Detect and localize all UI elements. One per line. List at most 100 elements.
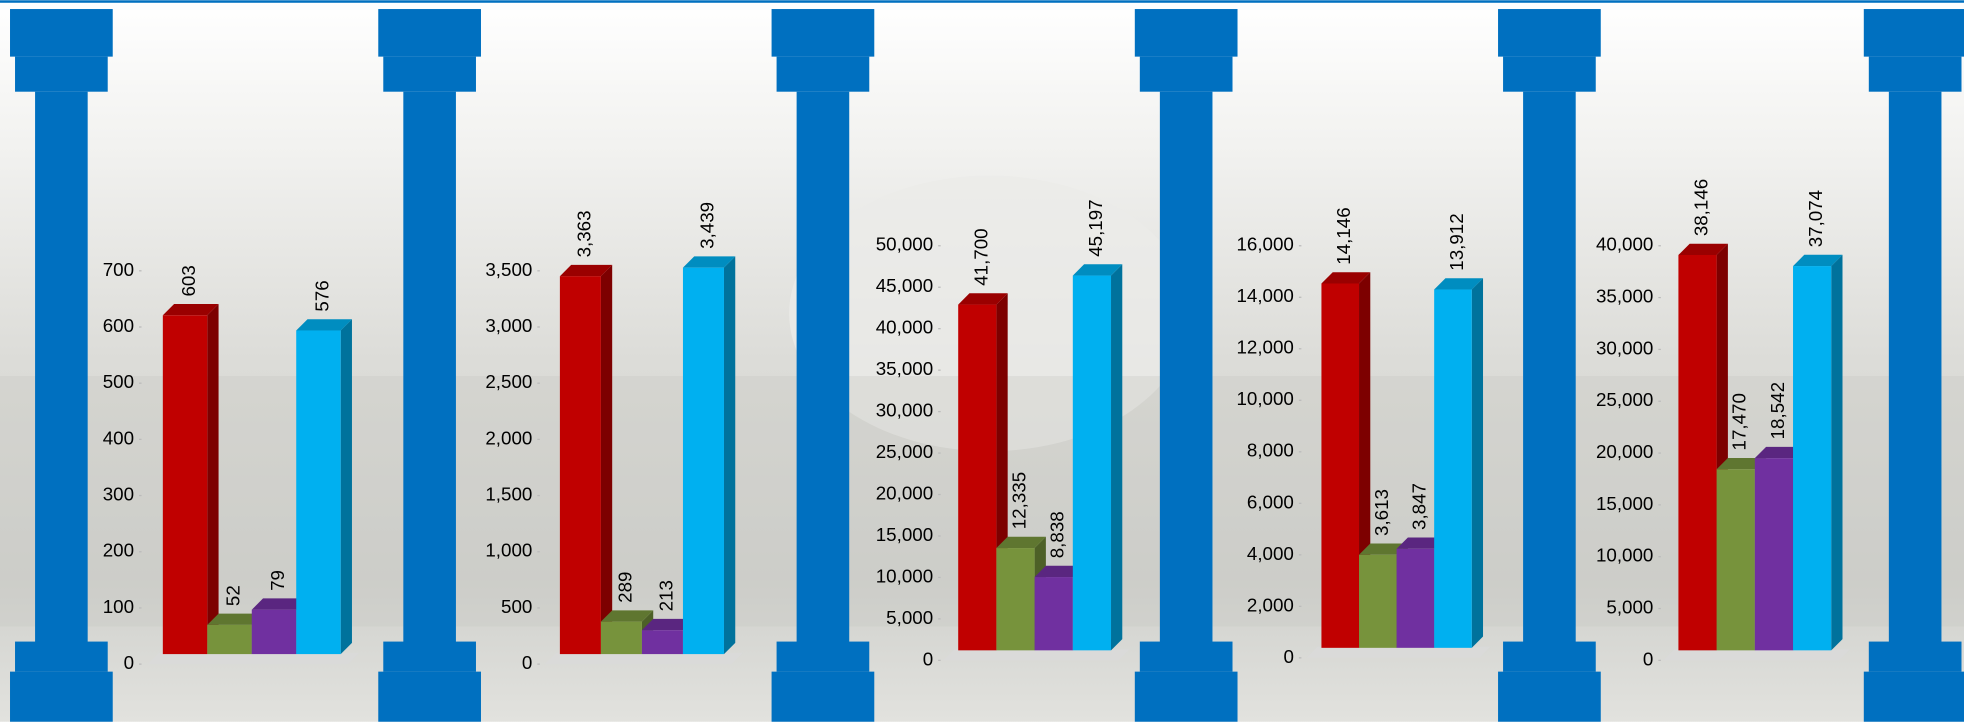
pillar-capital xyxy=(1135,9,1238,57)
bar xyxy=(1717,469,1755,650)
bar xyxy=(1073,276,1111,651)
bar xyxy=(296,330,340,654)
floor xyxy=(148,653,360,664)
bar-side xyxy=(1831,255,1842,651)
pillar-capital-neck xyxy=(1869,57,1962,92)
y-tick-label: 700 xyxy=(103,259,134,280)
y-tick-label: 40,000 xyxy=(1596,234,1653,255)
bar-side xyxy=(1472,278,1483,648)
y-tick-label: 1,500 xyxy=(485,484,532,505)
floor xyxy=(545,653,743,664)
pillar-shaft xyxy=(1889,92,1942,649)
data-label: 576 xyxy=(311,280,332,311)
y-tick-label: 2,500 xyxy=(485,371,532,392)
y-tick-label: 20,000 xyxy=(1596,441,1653,462)
bar xyxy=(958,305,996,651)
bar xyxy=(1321,283,1359,647)
pillar-capital xyxy=(1864,9,1964,57)
y-tick-label: 1,000 xyxy=(485,540,532,561)
y-tick-label: 25,000 xyxy=(1596,389,1653,410)
y-tick-label: 400 xyxy=(103,427,134,448)
data-label: 8,838 xyxy=(1047,511,1068,558)
y-tick-label: 35,000 xyxy=(876,358,933,379)
data-label: 17,470 xyxy=(1729,393,1750,450)
y-tick-label: 3,000 xyxy=(485,315,532,336)
y-tick-label: 10,000 xyxy=(876,565,933,586)
data-label: 3,439 xyxy=(696,202,717,249)
pillar-base xyxy=(772,672,875,722)
bar-side xyxy=(1111,264,1122,650)
data-label: 13,912 xyxy=(1446,213,1467,270)
data-label: 41,700 xyxy=(970,228,991,285)
y-tick-label: 4,000 xyxy=(1247,543,1294,564)
y-tick-label: 15,000 xyxy=(1596,493,1653,514)
pillar-shaft xyxy=(1523,92,1576,649)
bar xyxy=(1359,555,1397,648)
bar xyxy=(1434,290,1472,648)
y-tick-label: 30,000 xyxy=(1596,337,1653,358)
pillar-capital-neck xyxy=(383,57,476,92)
pillar-capital-neck xyxy=(777,57,870,92)
pillar-base xyxy=(1498,672,1601,722)
pillar-shaft xyxy=(797,92,850,649)
pillar-capital xyxy=(772,9,875,57)
y-tick-label: 0 xyxy=(1643,648,1653,669)
floor xyxy=(1306,647,1490,658)
bar-side xyxy=(601,265,612,654)
data-label: 3,847 xyxy=(1408,483,1429,530)
pillar-base xyxy=(10,672,113,722)
pillar-shaft xyxy=(35,92,88,649)
y-tick-label: 5,000 xyxy=(1606,596,1653,617)
pillar-capital xyxy=(1498,9,1601,57)
bar xyxy=(252,610,296,654)
bar xyxy=(1793,266,1831,650)
pillar-base-neck xyxy=(1503,642,1596,672)
bar xyxy=(1035,577,1073,650)
pillar-capital xyxy=(378,9,481,57)
pillar-capital-neck xyxy=(1503,57,1596,92)
data-label: 603 xyxy=(178,265,199,296)
y-tick-label: 200 xyxy=(103,540,134,561)
bar xyxy=(1397,549,1435,648)
bar xyxy=(1678,255,1716,650)
bar xyxy=(1755,458,1793,650)
pillar-capital-neck xyxy=(15,57,108,92)
data-label: 12,335 xyxy=(1008,472,1029,529)
floor xyxy=(1663,649,1850,660)
bar-side xyxy=(341,319,352,654)
y-tick-label: 600 xyxy=(103,315,134,336)
y-tick-label: 15,000 xyxy=(876,524,933,545)
data-label: 79 xyxy=(267,570,288,591)
data-label: 18,542 xyxy=(1767,382,1788,439)
pillar-base-neck xyxy=(777,642,870,672)
y-tick-label: 8,000 xyxy=(1247,440,1294,461)
bar xyxy=(163,315,207,654)
bar-side xyxy=(207,304,218,654)
data-label: 289 xyxy=(614,572,635,603)
data-label: 52 xyxy=(222,585,243,606)
pillar-base xyxy=(1135,672,1238,722)
y-tick-label: 300 xyxy=(103,484,134,505)
y-tick-label: 500 xyxy=(103,371,134,392)
pillar-base xyxy=(1864,672,1964,722)
y-tick-label: 50,000 xyxy=(876,234,933,255)
pillar-capital-neck xyxy=(1140,57,1233,92)
pillar-base-neck xyxy=(383,642,476,672)
floor xyxy=(943,649,1130,660)
y-tick-label: 10,000 xyxy=(1236,388,1293,409)
data-label: 45,197 xyxy=(1085,199,1106,256)
pillar-shaft xyxy=(403,92,456,649)
bar xyxy=(207,625,251,654)
chart: 0100200300400500600700603527957605001,00… xyxy=(0,0,1964,722)
y-tick-label: 2,000 xyxy=(485,427,532,448)
y-tick-label: 500 xyxy=(501,596,532,617)
y-tick-label: 0 xyxy=(1283,646,1293,667)
y-tick-label: 6,000 xyxy=(1247,491,1294,512)
y-tick-label: 20,000 xyxy=(876,482,933,503)
bar xyxy=(996,548,1034,650)
y-tick-label: 0 xyxy=(124,652,134,673)
bar xyxy=(683,268,724,654)
bar-side xyxy=(724,256,735,654)
data-label: 3,363 xyxy=(573,210,594,257)
y-tick-label: 30,000 xyxy=(876,400,933,421)
